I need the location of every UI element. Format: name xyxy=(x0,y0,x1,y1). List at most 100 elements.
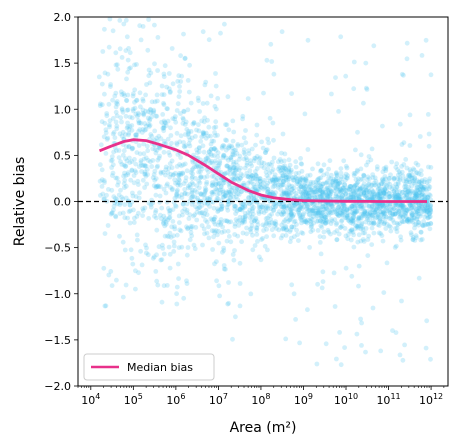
scatter-point xyxy=(369,194,375,200)
scatter-point xyxy=(351,190,357,196)
scatter-point xyxy=(401,162,407,167)
scatter-point xyxy=(380,196,386,201)
scatter-point xyxy=(271,233,277,239)
scatter-point xyxy=(116,192,122,198)
scatter-point xyxy=(179,163,184,169)
scatter-point xyxy=(318,193,323,199)
scatter-point xyxy=(235,176,241,182)
scatter-point xyxy=(412,175,418,180)
scatter-point xyxy=(289,212,294,217)
scatter-point xyxy=(262,150,268,155)
scatter-point xyxy=(393,211,398,217)
scatter-point xyxy=(129,167,135,173)
scatter-point xyxy=(304,183,310,189)
scatter-point xyxy=(184,201,190,207)
scatter-point xyxy=(337,188,342,193)
scatter-point xyxy=(129,199,135,205)
scatter-point xyxy=(420,222,425,228)
scatter-point xyxy=(132,168,138,174)
scatter-point xyxy=(219,206,225,211)
scatter-point xyxy=(151,107,157,113)
scatter-point xyxy=(332,184,338,190)
scatter-point xyxy=(320,189,325,194)
scatter-point xyxy=(265,136,271,142)
scatter-point xyxy=(349,204,355,210)
scatter-point xyxy=(286,203,292,208)
scatter-point xyxy=(206,196,212,202)
scatter-point xyxy=(174,192,180,198)
scatter-point xyxy=(335,182,340,188)
scatter-point xyxy=(164,283,170,288)
scatter-point xyxy=(303,177,308,182)
scatter-point xyxy=(241,150,247,155)
scatter-point xyxy=(230,176,236,182)
scatter-point xyxy=(119,106,125,112)
scatter-point xyxy=(428,207,433,213)
scatter-point xyxy=(325,187,331,193)
scatter-point xyxy=(313,179,319,185)
scatter-point xyxy=(349,192,354,198)
scatter-point xyxy=(272,181,278,187)
scatter-point xyxy=(371,182,377,188)
scatter-point xyxy=(380,179,386,185)
scatter-point xyxy=(351,183,357,189)
scatter-point xyxy=(228,194,233,200)
scatter-point xyxy=(123,144,129,150)
scatter-point xyxy=(148,106,153,112)
scatter-point xyxy=(121,162,127,168)
scatter-point xyxy=(266,175,271,181)
scatter-point xyxy=(163,219,169,225)
scatter-point xyxy=(238,171,244,177)
scatter-point xyxy=(223,170,228,176)
scatter-point xyxy=(217,181,222,186)
scatter-point xyxy=(191,120,197,126)
scatter-point xyxy=(329,201,335,207)
scatter-point xyxy=(409,205,415,211)
scatter-point xyxy=(223,266,228,272)
scatter-point xyxy=(286,174,291,180)
scatter-point xyxy=(323,220,328,226)
scatter-point xyxy=(351,203,357,209)
scatter-point xyxy=(408,169,413,175)
scatter-point xyxy=(425,195,431,200)
scatter-point xyxy=(148,204,154,210)
x-tick-label: 1012 xyxy=(419,392,443,407)
scatter-point xyxy=(136,129,142,134)
scatter-point xyxy=(395,176,401,182)
scatter-point xyxy=(285,219,291,224)
scatter-point xyxy=(175,79,181,84)
scatter-point xyxy=(342,345,347,350)
scatter-point xyxy=(218,222,224,227)
scatter-point xyxy=(391,206,397,212)
scatter-point xyxy=(416,222,421,228)
scatter-point xyxy=(293,191,299,196)
scatter-point xyxy=(236,178,242,183)
scatter-point xyxy=(329,207,334,213)
scatter-point xyxy=(236,223,242,228)
scatter-point xyxy=(409,212,415,218)
scatter-point xyxy=(233,314,238,320)
scatter-point xyxy=(413,194,419,199)
scatter-point xyxy=(387,181,393,187)
scatter-point xyxy=(357,193,362,198)
scatter-point xyxy=(416,181,422,187)
scatter-point xyxy=(293,159,299,165)
scatter-point xyxy=(189,167,195,173)
scatter-point xyxy=(349,194,355,200)
scatter-point xyxy=(256,209,262,215)
scatter-point xyxy=(119,55,125,60)
scatter-point xyxy=(127,114,133,120)
scatter-point xyxy=(154,252,159,258)
scatter-point xyxy=(347,212,353,218)
scatter-point xyxy=(276,164,282,170)
scatter-point xyxy=(319,168,324,174)
scatter-point xyxy=(123,132,128,138)
scatter-point xyxy=(281,178,286,184)
scatter-point xyxy=(202,115,208,121)
scatter-point xyxy=(288,235,294,241)
scatter-point xyxy=(348,220,354,225)
scatter-point xyxy=(318,195,324,200)
scatter-point xyxy=(153,269,159,274)
scatter-point xyxy=(226,190,232,195)
scatter-point xyxy=(124,76,129,82)
